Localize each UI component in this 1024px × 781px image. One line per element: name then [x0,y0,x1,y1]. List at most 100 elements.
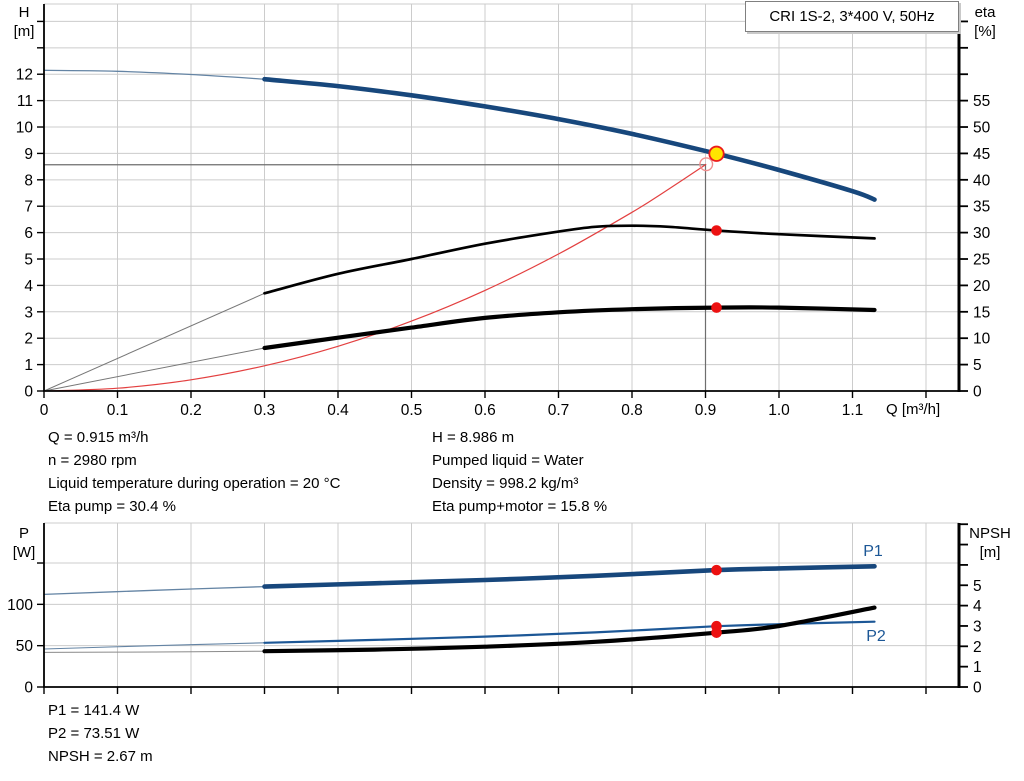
tick-label: 5 [24,252,33,269]
tick-label: 0 [973,384,982,401]
info-line-temp: Liquid temperature during operation = 20… [48,475,341,492]
pump-model-title: CRI 1S-2, 3*400 V, 50Hz [769,8,935,25]
info-line-p1: P1 = 141.4 W [48,702,140,719]
tick-label: 35 [973,199,990,216]
curve-label-p2: P2 [866,628,886,645]
tick-label: 4 [24,278,33,295]
info-line-liquid: Pumped liquid = Water [432,452,584,469]
tick-label: 0.2 [180,402,202,419]
tick-label: 5 [973,578,982,595]
tick-label: 1.1 [842,402,864,419]
duty-info-right-block: H = 8.986 m Pumped liquid = Water Densit… [432,426,607,518]
series-system-curve [43,163,707,392]
info-line-q: Q = 0.915 m³/h [48,429,149,446]
axis-symbol: P [18,525,29,542]
tick-label: 0.8 [621,402,643,419]
axis-symbol: eta [974,4,996,21]
power-npsh-chart: 0 50 100 0 1 2 3 4 5 P1 P2 [7,522,982,697]
tick-label: 9 [24,146,33,163]
duty-markers [699,145,725,313]
chart-title-box: CRI 1S-2, 3*400 V, 50Hz [745,1,959,32]
tick-label: 8 [24,172,33,189]
duty-point-qh [708,145,725,162]
tick-label: 0.5 [401,402,423,419]
tick-label: 50 [973,120,991,137]
tick-label: 0.6 [474,402,496,419]
tick-label: 0.9 [695,402,717,419]
tick-label: 1 [973,659,982,676]
series-eta-pump-motor-curve [43,305,877,392]
tick-label: 0 [40,402,49,419]
tick-label: 0 [24,384,33,401]
grid [44,3,959,391]
tick-label: 6 [24,225,33,242]
hq-eta-chart: 0 0.1 0.2 0.3 0.4 0.5 0.6 0.7 0.8 0.9 1.0 1.1012345… [16,3,991,419]
series-eta-pump-curve [43,224,876,392]
tick-label: 30 [973,225,991,242]
info-line-eta-pump-motor: Eta pump+motor = 15.8 % [432,498,608,515]
tick-label: 5 [973,357,982,374]
series-p1-curve [43,564,877,596]
tick-label: 4 [973,598,982,615]
axis-unit: [m] [13,23,35,40]
tick-label: 15 [973,304,990,321]
tick-label: 0 [24,680,33,697]
power-left-axis-label: P [W] [2,524,46,562]
tick-label: 0.1 [107,402,129,419]
tick-label: 100 [7,597,33,614]
tick-label: 50 [16,638,34,655]
info-line-eta-pump: Eta pump = 30.4 % [48,498,176,515]
tick-label: 2 [973,639,982,656]
tick-label: 0.4 [327,402,349,419]
axes: 0 0.1 0.2 0.3 0.4 0.5 0.6 0.7 0.8 0.9 1.0 1.1012345… [16,4,991,419]
tick-label: 1.0 [768,402,790,419]
tick-label: 40 [973,172,991,189]
tick-label: 12 [16,67,33,84]
tick-label: 0.7 [548,402,570,419]
info-line-h: H = 8.986 m [432,429,515,446]
info-line-p2: P2 = 73.51 W [48,725,140,742]
duty-crosshair [44,164,707,391]
grid [44,522,959,687]
tick-label: 0 [973,680,982,697]
tick-label: 3 [973,618,982,635]
axis-unit: [m] [979,544,1001,561]
npsh-right-axis-label: NPSH [m] [958,524,1022,562]
duty-point-eta-pump [711,225,722,236]
axes: 0 50 100 0 1 2 3 4 5 [7,523,982,697]
axis-symbol: H [18,4,30,21]
tick-label: 20 [973,278,991,295]
hq-right-axis-label: eta [%] [958,3,1012,41]
duty-point-eta-pump-motor [711,302,722,313]
hq-left-axis-label: H [m] [2,3,46,41]
duty-info-left-block: Q = 0.915 m³/h n = 2980 rpm Liquid tempe… [48,426,340,518]
tick-label: 3 [24,304,33,321]
axis-symbol: NPSH [969,525,1011,542]
tick-label: 25 [973,252,990,269]
info-line-density: Density = 998.2 kg/m³ [432,475,579,492]
info-line-n: n = 2980 rpm [48,452,137,469]
axis-unit: [%] [974,23,996,40]
curve-label-p1: P1 [863,543,883,560]
tick-label: 10 [973,331,991,348]
duty-point-p1 [711,564,722,576]
tick-label: 2 [24,331,33,348]
tick-label: 1 [24,357,33,374]
requested-duty-ring [699,157,714,172]
tick-label: 10 [16,120,34,137]
tick-label: 7 [24,199,33,216]
tick-label: 55 [973,93,990,110]
series-qh-curve [43,69,877,202]
duty-info-bottom-block: P1 = 141.4 W P2 = 73.51 W NPSH = 2.67 m [48,699,153,768]
series-p2-curve [43,620,876,650]
x-axis-label: Q [m³/h] [886,401,941,418]
duty-point-npsh [711,627,722,638]
info-line-npsh: NPSH = 2.67 m [48,748,153,765]
tick-label: 11 [17,93,33,110]
tick-label: 0.3 [254,402,276,419]
duty-markers [711,564,722,638]
axis-unit: [W] [12,544,36,561]
tick-label: 45 [973,146,990,163]
